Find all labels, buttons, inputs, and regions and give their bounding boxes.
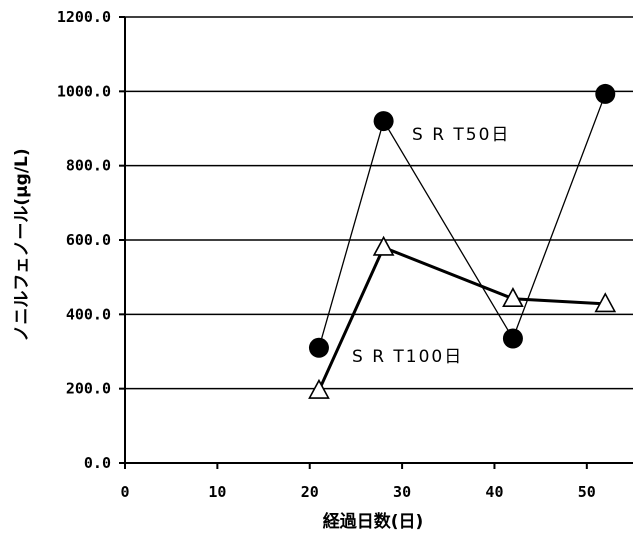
- series-1: [309, 237, 614, 398]
- x-tick-label: 30: [393, 483, 411, 501]
- y-tick-label: 0.0: [84, 454, 111, 472]
- y-tick-labels: 0.0 200.0 400.0 600.0 800.0 1000.0 1200.0: [57, 8, 111, 472]
- x-tick-label: 10: [208, 483, 226, 501]
- data-point: [374, 111, 394, 131]
- x-tick-label: 50: [578, 483, 596, 501]
- data-point: [595, 84, 615, 104]
- y-tick-label: 200.0: [66, 380, 111, 398]
- series-label-srt50: S R T50日: [412, 125, 510, 145]
- x-tick-label: 0: [120, 483, 129, 501]
- data-point: [309, 338, 329, 358]
- x-axis-title: 経過日数(日): [323, 511, 424, 532]
- axes: [119, 17, 633, 469]
- series-line: [319, 247, 605, 390]
- x-tick-label: 20: [301, 483, 319, 501]
- y-tick-label: 1000.0: [57, 82, 111, 100]
- y-tick-label: 800.0: [66, 157, 111, 175]
- y-tick-label: 600.0: [66, 231, 111, 249]
- grid-lines: [125, 17, 633, 389]
- y-tick-label: 400.0: [66, 305, 111, 323]
- y-axis-title: ノニルフェノール(μg/L): [12, 148, 32, 341]
- data-point: [503, 328, 523, 348]
- y-tick-label: 1200.0: [57, 8, 111, 26]
- x-tick-label: 40: [485, 483, 503, 501]
- series-label-srt100: S R T100日: [352, 347, 463, 367]
- x-tick-labels: 0 10 20 30 40 50: [120, 483, 595, 501]
